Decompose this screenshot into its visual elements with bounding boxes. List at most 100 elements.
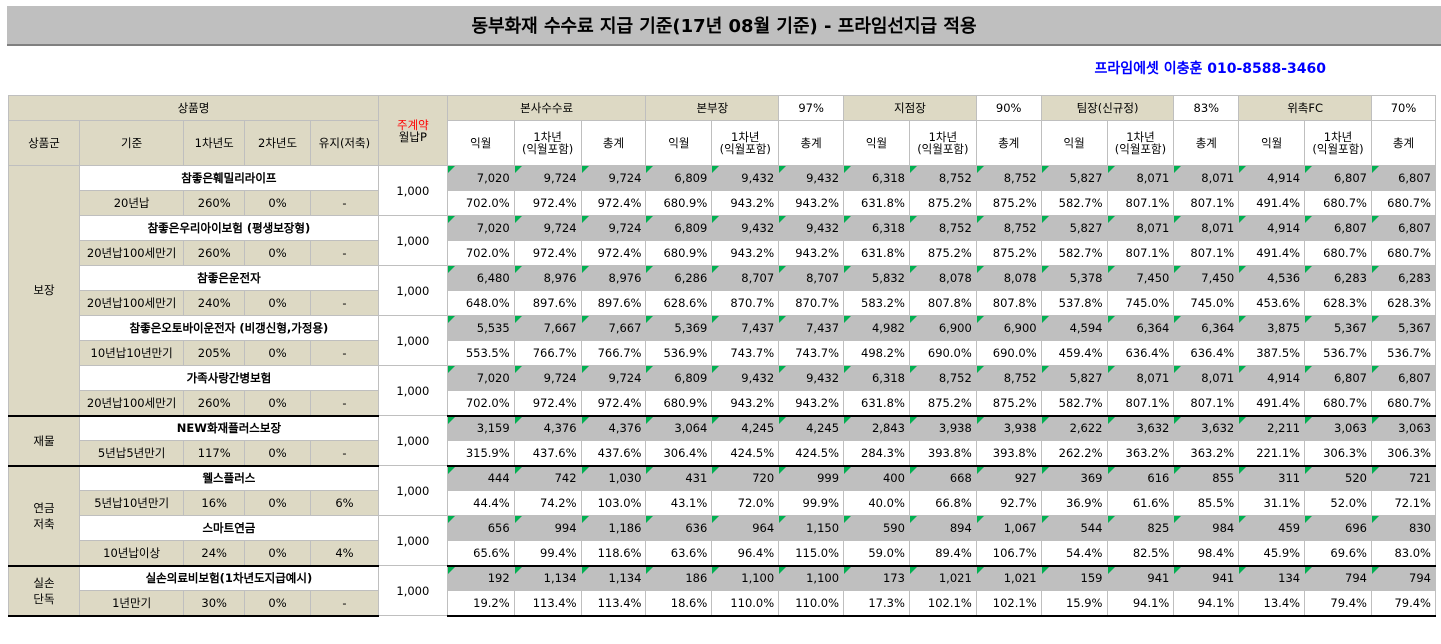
product-basis: 20년납100세만기 xyxy=(78,240,185,266)
rate-cell: 807.1% xyxy=(1106,190,1175,216)
amount-cell: 9,432 xyxy=(778,215,845,241)
amount-cell: 1,134 xyxy=(513,565,582,591)
first-year-sub-label: (익월포함) xyxy=(521,142,574,156)
amount-cell: 6,809 xyxy=(645,365,713,391)
amount-cell: 1,021 xyxy=(908,565,977,591)
amount-cell: 941 xyxy=(1173,565,1240,591)
rate-cell: 702.0% xyxy=(446,390,515,417)
product-row: 보장 참좋은훼밀리라이프 1,000 7,020 9,724 9,724 6,809 9,43… xyxy=(8,165,1437,417)
rate-cell: 363.2% xyxy=(1173,440,1240,467)
rate-cell: 306.3% xyxy=(1370,440,1437,467)
amount-cell: 459 xyxy=(1238,515,1306,541)
product-row: 참좋은운전자 1,000 6,480 8,976 8,976 6,286 8,707 8,70… xyxy=(9,265,1437,316)
year1-rate: 260% xyxy=(183,240,246,266)
amount-cell: 3,632 xyxy=(1173,415,1240,441)
rate-cell: 583.2% xyxy=(843,290,910,316)
rate-cell: 94.1% xyxy=(1106,590,1175,617)
rate-cell: 306.4% xyxy=(645,440,713,467)
amount-cell: 721 xyxy=(1370,465,1437,491)
rate-cell: 897.6% xyxy=(513,290,582,316)
product-name: 실손의료비보험(1차년도지급예시) xyxy=(78,565,379,591)
rate-cell: 31.1% xyxy=(1238,490,1306,516)
rate-cell: 807.1% xyxy=(1106,240,1175,266)
amount-cell: 8,707 xyxy=(711,265,780,291)
amount-cell: 159 xyxy=(1040,565,1108,591)
amount-cell: 5,832 xyxy=(843,265,910,291)
amount-cell: 794 xyxy=(1304,565,1372,591)
col-first-year-header: 1차년 (익월포함) xyxy=(1304,120,1372,166)
amount-cell: 6,900 xyxy=(975,315,1042,341)
amount-cell: 8,071 xyxy=(1106,365,1175,391)
product-name: NEW화재플러스보장 xyxy=(78,415,379,441)
rate-cell: 628.6% xyxy=(645,290,713,316)
product-row: 참좋은오토바이운전자 (비갱신형,가정용) 1,000 5,535 7,667 7,66… xyxy=(9,315,1437,366)
rate-cell: 943.2% xyxy=(711,190,780,216)
rate-cell: 680.7% xyxy=(1370,390,1437,417)
rate-cell: 766.7% xyxy=(580,340,647,366)
maintain-rate: 6% xyxy=(309,490,379,516)
product-name: 참좋은운전자 xyxy=(78,265,379,291)
hq-fee-header: 본사수수료 xyxy=(446,95,647,121)
hq-manager-rate: 97% xyxy=(778,95,845,121)
col-next-month-header: 익월 xyxy=(645,120,713,166)
product-basis: 10년납10년만기 xyxy=(78,340,185,366)
amount-cell: 6,807 xyxy=(1304,365,1372,391)
rate-cell: 13.4% xyxy=(1238,590,1306,617)
rate-cell: 690.0% xyxy=(975,340,1042,366)
amount-cell: 8,071 xyxy=(1106,215,1175,241)
year2-rate: 0% xyxy=(244,390,311,417)
product-basis: 20년납 xyxy=(78,190,185,216)
rate-cell: 52.0% xyxy=(1304,490,1372,516)
amount-cell: 3,938 xyxy=(975,415,1042,441)
amount-cell: 192 xyxy=(446,565,515,591)
rate-cell: 972.4% xyxy=(580,240,647,266)
amount-cell: 4,245 xyxy=(778,415,845,441)
rate-cell: 680.7% xyxy=(1304,190,1372,216)
year2-rate: 0% xyxy=(244,440,311,467)
rate-cell: 636.4% xyxy=(1173,340,1240,366)
amount-cell: 7,020 xyxy=(446,365,515,391)
monthly-premium: 1,000 xyxy=(377,415,448,466)
amount-cell: 5,369 xyxy=(645,315,713,341)
product-rate-row: 20년납 260% 0% -702.0% 972.4% 972.4% 680.9% 943.2… xyxy=(9,190,1437,216)
col-next-month-header: 익월 xyxy=(1040,120,1108,166)
rate-cell: 491.4% xyxy=(1238,240,1306,266)
rate-cell: 807.8% xyxy=(975,290,1042,316)
amount-cell: 7,450 xyxy=(1106,265,1175,291)
rate-cell: 875.2% xyxy=(908,390,977,417)
amount-cell: 9,724 xyxy=(580,215,647,241)
amount-cell: 4,376 xyxy=(580,415,647,441)
amount-cell: 4,376 xyxy=(513,415,582,441)
monthly-premium: 1,000 xyxy=(377,465,448,516)
col-year1-header: 1차년도 xyxy=(183,120,246,166)
amount-cell: 941 xyxy=(1106,565,1175,591)
rate-cell: 459.4% xyxy=(1040,340,1108,366)
rate-cell: 491.4% xyxy=(1238,190,1306,216)
first-year-sub-label: (익월포함) xyxy=(1114,142,1167,156)
year1-rate: 16% xyxy=(183,490,246,516)
product-group-cell: 연금 저축 xyxy=(8,465,80,567)
amount-cell: 2,843 xyxy=(843,415,910,441)
first-year-label: 1차년 xyxy=(928,130,958,144)
amount-cell: 9,724 xyxy=(580,365,647,391)
amount-cell: 6,807 xyxy=(1370,165,1437,191)
consignment-rate: 70% xyxy=(1370,95,1437,121)
amount-cell: 4,914 xyxy=(1238,215,1306,241)
rate-cell: 680.9% xyxy=(645,390,713,417)
rate-cell: 393.8% xyxy=(908,440,977,467)
amount-cell: 520 xyxy=(1304,465,1372,491)
maintain-rate: - xyxy=(309,440,379,467)
year2-rate: 0% xyxy=(244,590,311,617)
product-row: 참좋은우리아이보험 (평생보장형) 1,000 7,020 9,724 9,724 6,8… xyxy=(9,215,1437,266)
rate-cell: 491.4% xyxy=(1238,390,1306,417)
product-name-header: 상품명 xyxy=(8,95,379,121)
rate-cell: 102.1% xyxy=(908,590,977,617)
rate-cell: 743.7% xyxy=(711,340,780,366)
rate-cell: 284.3% xyxy=(843,440,910,467)
branch-manager-rate: 90% xyxy=(975,95,1042,121)
amount-cell: 431 xyxy=(645,465,713,491)
year1-rate: 117% xyxy=(183,440,246,467)
amount-cell: 825 xyxy=(1106,515,1175,541)
rate-cell: 59.0% xyxy=(843,540,910,567)
rate-cell: 115.0% xyxy=(778,540,845,567)
